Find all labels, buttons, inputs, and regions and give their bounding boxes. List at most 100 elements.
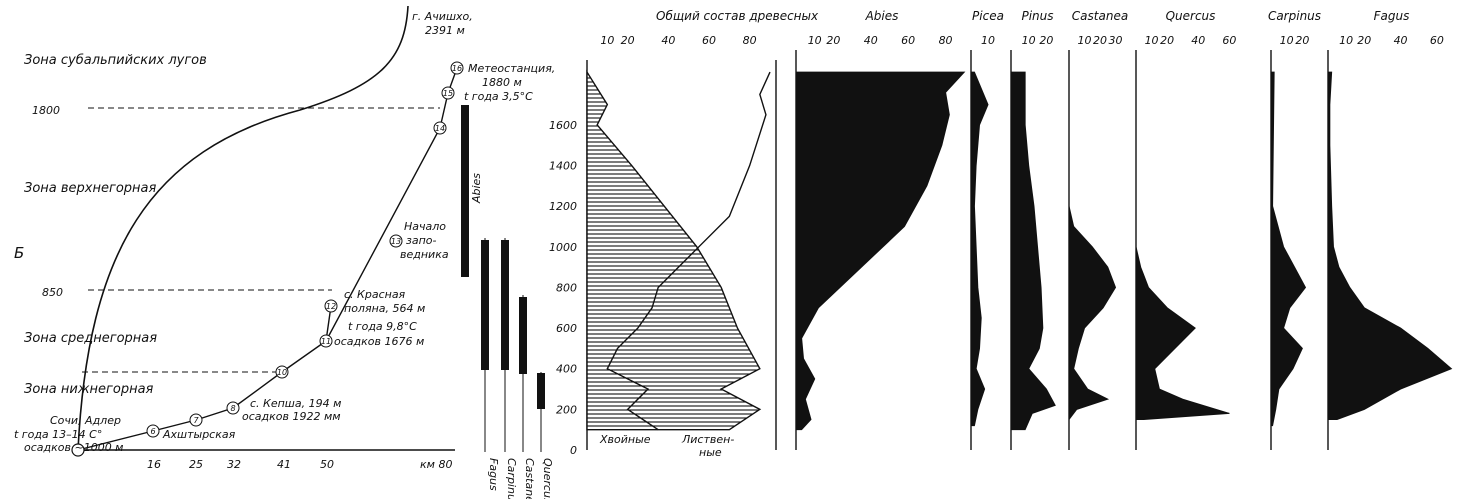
legend-deciduous-1: Листвен- [681,433,734,446]
annotation-krasnaya-polyana: с. Красная поляна, 564 м t года 9,8°С ос… [334,288,425,348]
panel-carpinus: Carpinus 10 20 [1268,9,1321,450]
svg-text:ведника: ведника [400,248,449,261]
station-marker: 8 [226,401,240,415]
figure-label: Б [14,244,24,262]
composition-tick-label: 40 [661,34,675,47]
y-tick-label: 600 [556,322,577,335]
svg-text:11: 11 [321,337,331,346]
panel-title: Fagus [1374,9,1410,23]
panel-area [1270,71,1307,427]
annotation-reserve: Начало запо- ведника [400,220,449,261]
annotation-akhshtyr: Ахштырская [162,428,236,441]
distance-tick: 50 [320,458,334,471]
svg-text:осадков 1922 мм: осадков 1922 мм [242,410,341,423]
panel-tick-label: 20 [1039,34,1053,47]
panel-tick-label: 20 [1160,34,1174,47]
station-marker: 7 [189,413,203,427]
distance-tick: 25 [189,458,203,471]
panel-tick-label: 10 [1078,34,1092,47]
y-tick-label: 1600 [549,119,577,132]
legend-deciduous-2: ные [699,446,722,459]
panel-castanea: Castanea 10 20 30 [1068,9,1128,450]
y-tick-label: 1200 [549,200,577,213]
range-label-carpinus: Carpinus [505,458,518,499]
station-markers: 6 7 8 10 11 12 13 14 15 16 [146,61,464,438]
svg-text:запо-: запо- [406,234,437,247]
peak-label-line-2: 2391 м [425,24,465,37]
panel-fagus: Fagus 10 20 40 60 [1327,9,1453,450]
taxon-ranges: Abies Fagus Carpinus Castanea Quercus [461,105,554,499]
range-bar-fagus [481,240,489,370]
panel-tick-label: 20 [1093,34,1107,47]
svg-text:Начало: Начало [404,220,446,233]
panel-tick-label: 10 [808,34,822,47]
y-tick-label: 400 [556,363,577,376]
composition-tick-label: 20 [621,34,635,47]
panel-tick-label: 10 [1280,34,1294,47]
zone-label-subalpine: Зона субальпийских лугов [24,53,207,68]
svg-text:14: 14 [435,124,445,133]
svg-text:8: 8 [230,404,235,413]
panel-area [970,71,989,427]
panel-tick-label: 10 [1022,34,1036,47]
station-marker: 10 [275,365,289,379]
panel-area [795,71,966,431]
distance-tick: 41 [277,458,291,471]
svg-text:10: 10 [277,368,287,377]
station-marker: 6 [146,424,160,438]
peak-label-line-1: г. Ачишхо, [412,10,473,23]
svg-text:осадков ~1000 м: осадков ~1000 м [24,441,123,454]
distance-tick: 16 [147,458,161,471]
y-tick-label: 800 [556,281,577,294]
panel-quercus: Quercus 10 20 40 60 [1135,9,1236,450]
panel-tick-label: 40 [1394,34,1408,47]
composition-panel: 10 20 40 60 80 [586,34,777,450]
station-marker: 16 [450,61,464,75]
panel-area [1068,72,1117,422]
panel-tick-label: 60 [1222,34,1236,47]
panel-area [1327,71,1453,421]
y-tick-label: 1400 [549,160,577,173]
altitudinal-transect: 1800 850 Зона субальпийских лугов Зона в… [14,5,555,499]
range-label-quercus: Quercus [541,458,554,499]
mountain-profile-curve [77,5,409,451]
panel-pinus: Pinus 10 20 [1010,9,1056,450]
svg-text:16: 16 [452,64,462,73]
panel-title: Abies [865,9,899,23]
svg-text:6: 6 [150,427,155,436]
svg-text:осадков 1676 м: осадков 1676 м [334,335,424,348]
svg-text:Метеостанция,: Метеостанция, [468,62,555,75]
range-label-fagus: Fagus [487,458,500,491]
range-bar-abies [461,105,469,277]
svg-text:1880 м: 1880 м [482,76,522,89]
panel-tick-label: 20 [1357,34,1371,47]
svg-text:7: 7 [193,416,199,425]
svg-text:t года 9,8°С: t года 9,8°С [348,320,417,333]
svg-text:поляна, 564 м: поляна, 564 м [344,302,425,315]
y-tick-label: 1000 [549,241,577,254]
panel-tick-label: 20 [1295,34,1309,47]
svg-text:12: 12 [326,302,336,311]
station-marker: 11 [319,334,333,348]
panel-picea: Picea 10 [970,9,1004,450]
y-tick-label: 0 [570,444,577,457]
panel-tick-label: 30 [1109,34,1123,47]
panel-abies: Abies 10 20 40 60 80 [795,9,966,450]
elevation-mark-850: 850 [42,286,63,299]
depth-axis: 200 400 600 800 1000 1200 1400 1600 0 [549,119,577,457]
range-bar-quercus [537,373,545,409]
panel-title: Quercus [1166,9,1216,23]
station-marker: 12 [324,299,338,313]
svg-text:с. Кепша, 194 м: с. Кепша, 194 м [250,397,341,410]
elevation-mark-1800: 1800 [32,104,60,117]
panel-tick-label: 80 [939,34,953,47]
annotation-meteo: Метеостанция, 1880 м t года 3,5°С [464,62,555,103]
panel-title: Picea [972,9,1004,23]
svg-text:13: 13 [391,237,401,246]
legend-conifer: Хвойные [599,433,651,446]
panel-title: Castanea [1072,9,1128,23]
composition-title: Общий состав древесных [656,9,819,23]
range-label-castanea: Castanea [523,458,536,499]
